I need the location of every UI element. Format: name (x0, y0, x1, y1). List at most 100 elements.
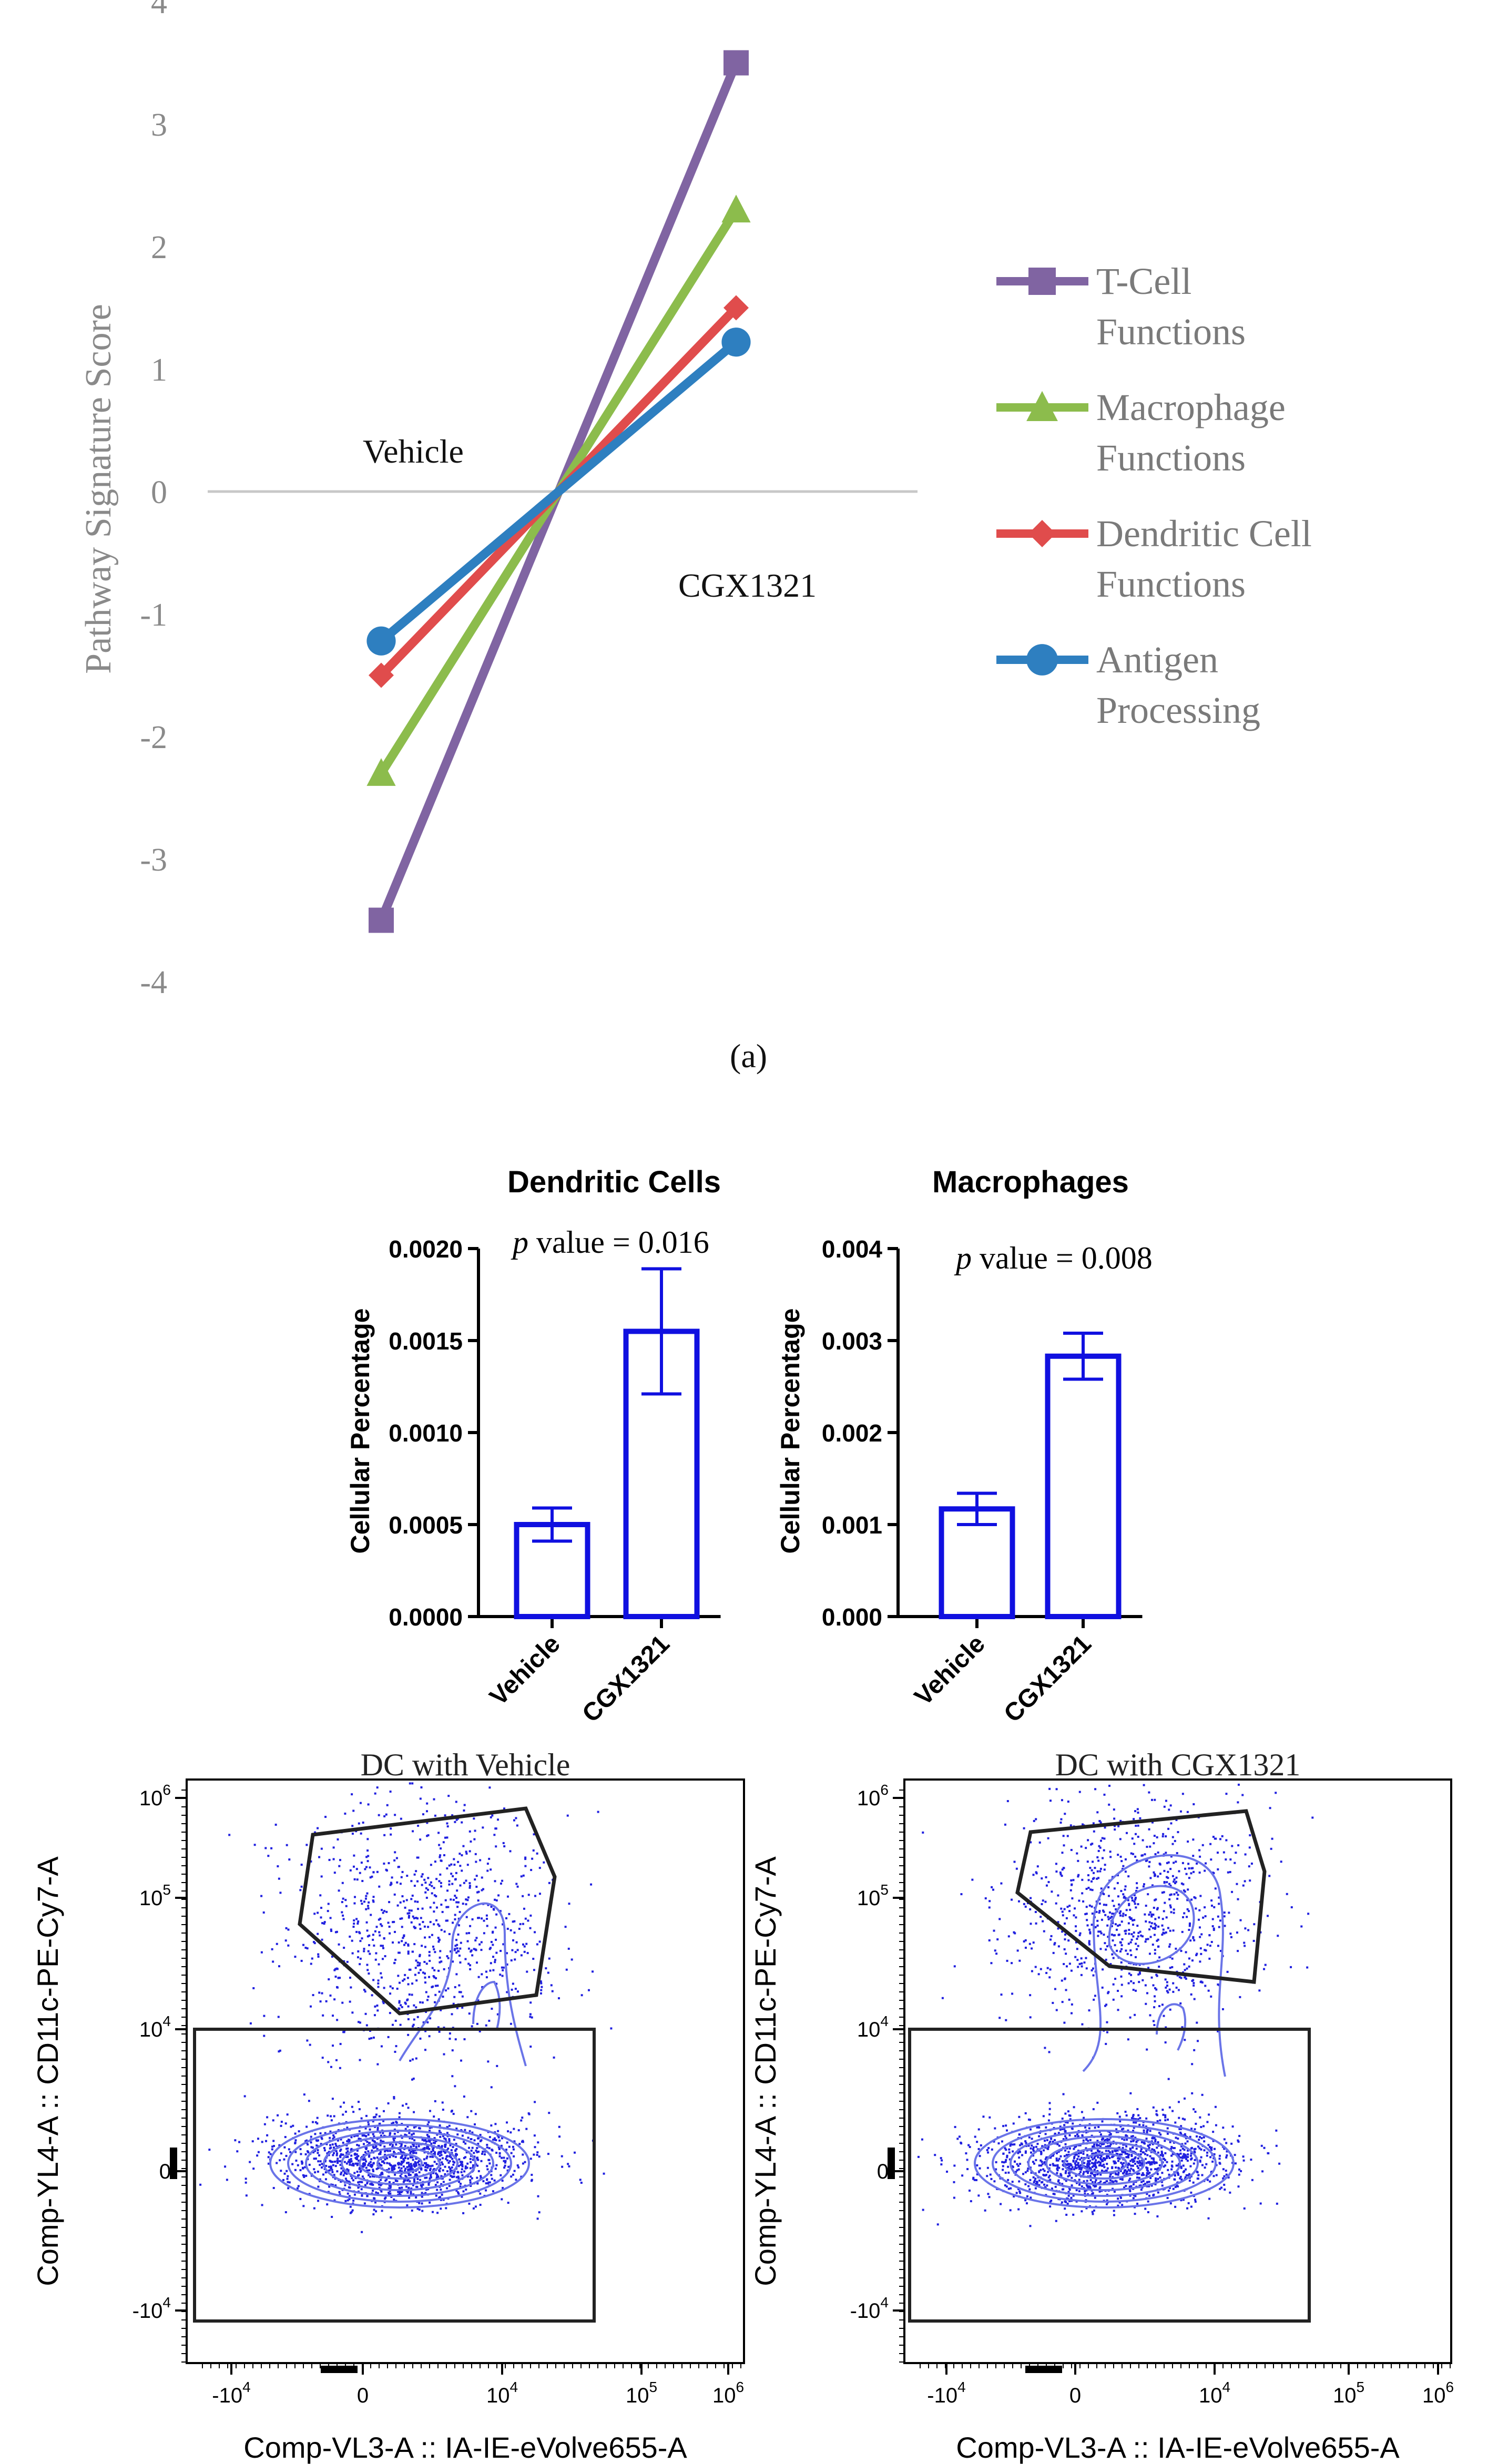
event-point (276, 2162, 278, 2164)
event-point (445, 1989, 447, 1992)
event-point (272, 1960, 274, 1963)
event-point (534, 1895, 537, 1897)
event-point (336, 2152, 339, 2155)
tick-base: 0 (159, 2160, 171, 2183)
event-point (407, 2161, 410, 2164)
event-point (1026, 2170, 1029, 2172)
event-point (433, 2161, 436, 2163)
event-point (364, 2127, 367, 2130)
event-point (1208, 2146, 1211, 2149)
event-point (1243, 1941, 1246, 1944)
event-point (1142, 2151, 1144, 2154)
event-point (1028, 2188, 1031, 2191)
event-point (463, 1809, 465, 1812)
event-point (1112, 1939, 1114, 1942)
event-point (383, 1834, 386, 1836)
event-point (1156, 2120, 1159, 2122)
event-point (415, 2158, 417, 2160)
event-point (348, 2195, 351, 2197)
event-point (334, 2132, 337, 2134)
event-point (440, 2150, 443, 2153)
event-point (1209, 2147, 1212, 2150)
event-point (1192, 1937, 1195, 1939)
event-point (425, 2164, 427, 2166)
event-point (376, 1786, 379, 1789)
event-point (415, 2152, 417, 2154)
tick-exponent: 5 (162, 1882, 171, 1898)
event-point (1055, 2220, 1057, 2222)
event-point (426, 1999, 429, 2001)
event-point (320, 1916, 322, 1919)
event-point (456, 2007, 458, 2009)
event-point (961, 2174, 964, 2177)
event-point (469, 2179, 472, 2182)
event-point (1090, 1869, 1093, 1872)
event-point (454, 1948, 456, 1950)
y-tick-label: -104 (850, 2294, 889, 2323)
event-point (1094, 2173, 1097, 2176)
event-point (1133, 2139, 1135, 2142)
event-point (1126, 2153, 1128, 2155)
tick-base: 10 (626, 2384, 649, 2407)
event-point (426, 2155, 429, 2158)
event-point (391, 1987, 394, 1990)
event-point (307, 2143, 309, 2146)
event-point (495, 1899, 498, 1901)
event-point (1166, 1881, 1168, 1884)
contour-ellipse (359, 2147, 441, 2180)
event-point (1219, 2187, 1221, 2190)
event-point (1029, 2179, 1032, 2181)
event-point (448, 2138, 451, 2141)
event-point (376, 2192, 379, 2195)
event-point (461, 2195, 463, 2198)
event-point (454, 2038, 457, 2041)
event-point (340, 2171, 343, 2174)
event-point (1041, 2163, 1044, 2165)
event-point (1038, 2164, 1041, 2167)
event-point (1125, 2171, 1128, 2173)
event-point (371, 1875, 373, 1878)
legend-label: Functions (1096, 563, 1246, 605)
event-point (1157, 2191, 1159, 2194)
event-point (361, 2165, 363, 2167)
event-point (404, 2157, 406, 2160)
event-point (1152, 1984, 1155, 1987)
event-point (1017, 2152, 1020, 2154)
event-point (366, 2141, 369, 2143)
event-point (413, 2180, 416, 2182)
event-point (533, 2134, 536, 2137)
event-point (1100, 1839, 1103, 1842)
event-point (967, 2144, 970, 2146)
event-point (479, 2134, 482, 2136)
event-point (1081, 2210, 1083, 2213)
event-point (458, 1991, 461, 1993)
event-point (339, 1977, 341, 1979)
event-point (412, 2023, 415, 2026)
event-point (297, 2185, 300, 2187)
event-point (495, 2152, 498, 2154)
event-point (523, 1945, 526, 1948)
event-point (385, 1910, 388, 1913)
event-point (378, 2153, 381, 2155)
event-point (529, 2001, 532, 2004)
y-tick-label: 0.0000 (389, 1603, 463, 1631)
event-point (1201, 2164, 1204, 2166)
event-point (1229, 1870, 1231, 1873)
event-point (244, 2181, 247, 2184)
event-point (1064, 2143, 1067, 2145)
event-point (342, 1918, 345, 1920)
event-point (320, 1907, 323, 1909)
event-point (434, 2184, 437, 2186)
event-point (1103, 1793, 1106, 1796)
event-point (1149, 1936, 1152, 1938)
event-point (490, 1941, 493, 1944)
event-point (479, 2204, 482, 2206)
event-point (414, 2125, 417, 2128)
event-point (356, 2149, 359, 2152)
event-point (468, 2012, 471, 2015)
event-point (355, 1930, 358, 1933)
event-point (1196, 1952, 1198, 1955)
event-point (1119, 1941, 1122, 1944)
event-point (337, 2139, 339, 2142)
event-point (922, 1831, 924, 1834)
